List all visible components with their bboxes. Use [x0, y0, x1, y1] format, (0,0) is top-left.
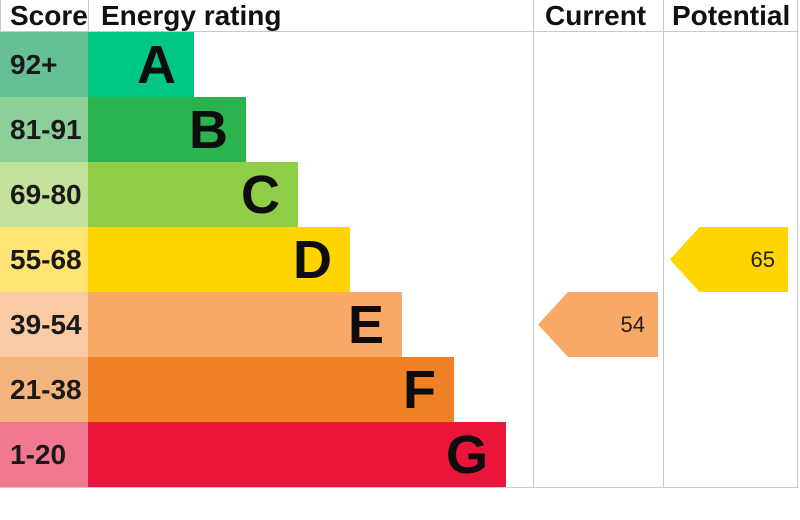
band-row-d: 55-68 D — [0, 227, 800, 292]
score-range-e: 39-54 — [0, 292, 88, 357]
band-row-g: 1-20 G — [0, 422, 800, 487]
potential-rating-value: 65 — [750, 246, 775, 272]
band-row-f: 21-38 F — [0, 357, 800, 422]
rating-bar-c: C — [88, 162, 298, 227]
score-range-f: 21-38 — [0, 357, 88, 422]
band-row-c: 69-80 C — [0, 162, 800, 227]
band-letter-a: A — [137, 34, 176, 95]
score-range-a: 92+ — [0, 32, 88, 97]
header-current: Current — [545, 0, 647, 31]
band-letter-e: E — [347, 294, 384, 355]
rating-bar-e: E — [88, 292, 402, 357]
header-potential: Potential — [672, 0, 791, 31]
score-range-b: 81-91 — [0, 97, 88, 162]
score-range-c: 69-80 — [0, 162, 88, 227]
rating-bar-d: D — [88, 227, 350, 292]
table-bottom-border — [0, 487, 798, 488]
rating-bar-g: G — [88, 422, 506, 487]
potential-rating-arrow: 65 — [670, 227, 788, 292]
score-range-g: 1-20 — [0, 422, 88, 487]
band-row-b: 81-91 B — [0, 97, 800, 162]
band-letter-c: C — [241, 164, 280, 225]
header-energy-rating: Energy rating — [101, 0, 282, 31]
header-score: Score — [10, 0, 88, 31]
potential-column-divider — [663, 0, 664, 487]
band-row-a: 92+ A — [0, 32, 800, 97]
current-column-divider — [533, 0, 534, 487]
current-rating-arrow: 54 — [538, 292, 658, 357]
right-border — [797, 0, 798, 487]
rating-bar-f: F — [88, 357, 454, 422]
current-rating-value: 54 — [620, 311, 645, 337]
rating-bar-b: B — [88, 97, 246, 162]
rating-bar-a: A — [88, 32, 194, 97]
header-left-border — [0, 0, 1, 31]
band-letter-b: B — [189, 99, 228, 160]
band-row-e: 39-54 E — [0, 292, 800, 357]
band-letter-f: F — [403, 359, 436, 420]
score-column-divider — [88, 0, 89, 31]
band-letter-g: G — [445, 424, 488, 485]
band-letter-d: D — [293, 229, 332, 290]
score-range-d: 55-68 — [0, 227, 88, 292]
header-bottom-border — [0, 31, 798, 32]
